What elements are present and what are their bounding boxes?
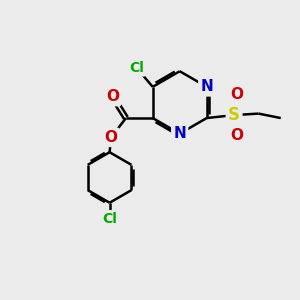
Text: S: S — [228, 106, 240, 124]
Text: N: N — [173, 126, 186, 141]
Text: N: N — [200, 79, 213, 94]
Text: O: O — [106, 89, 119, 104]
Text: O: O — [231, 87, 244, 102]
Text: O: O — [231, 128, 244, 143]
Text: Cl: Cl — [102, 212, 117, 226]
Text: Cl: Cl — [129, 61, 144, 74]
Text: O: O — [105, 130, 118, 145]
